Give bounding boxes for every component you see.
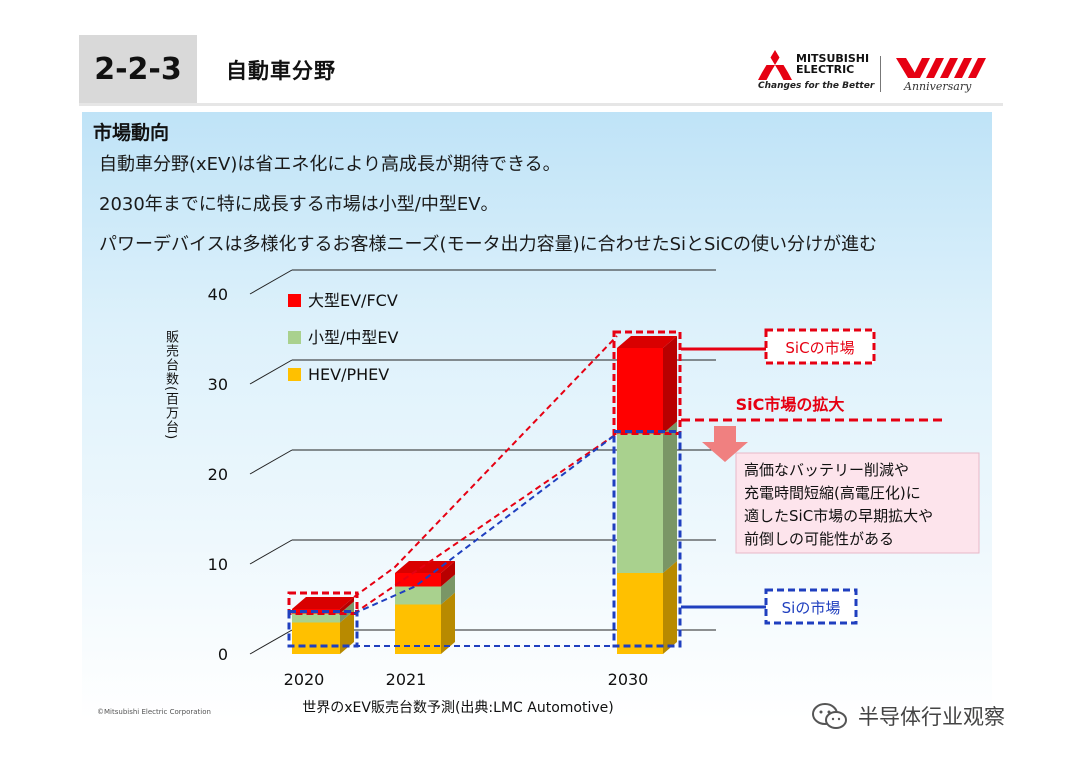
sic-dashed-box xyxy=(287,591,359,615)
anniversary-text: Anniversary xyxy=(904,80,972,93)
legend-swatch xyxy=(288,331,301,344)
y-tick-label: 40 xyxy=(208,285,228,304)
y-tick-label: 0 xyxy=(218,645,228,664)
gridline-diagonal xyxy=(249,449,293,475)
sic-trend-line-lower xyxy=(353,432,618,615)
sic-dashed-box xyxy=(612,330,682,435)
wechat-label: 半导体行业观察 xyxy=(858,705,1005,729)
sic-market-box xyxy=(764,328,876,365)
logo-tagline: Changes for the Better xyxy=(758,81,875,91)
logo-name: MITSUBISHI ELECTRIC xyxy=(796,53,869,75)
down-arrow-icon xyxy=(702,426,748,462)
bar-segment xyxy=(617,348,663,434)
bar-segment xyxy=(617,573,663,654)
x-tick-label: 2030 xyxy=(608,670,649,689)
header-divider xyxy=(79,103,1003,106)
bar-side xyxy=(663,336,677,434)
bullet-1: 自動車分野(xEV)は省エネ化により高成長が期待できる。 xyxy=(99,154,561,175)
bar-side xyxy=(441,561,455,587)
si-market-label: Siの市場 xyxy=(782,599,841,617)
wechat-watermark: 半导体行业观察 xyxy=(810,701,1005,731)
bullet-3: パワーデバイスは多様化するお客様ニーズ(モータ出力容量)に合わせたSiとSiCの… xyxy=(99,234,878,255)
bar-segment xyxy=(617,433,663,573)
legend-swatch xyxy=(288,368,301,381)
note-line: 前倒しの可能性がある xyxy=(744,530,894,548)
three-diamonds-icon xyxy=(758,50,792,80)
note-box xyxy=(735,452,980,554)
bar-segment xyxy=(395,586,441,605)
bar-side xyxy=(340,610,354,654)
mitsubishi-logo: MITSUBISHI ELECTRIC Changes for the Bett… xyxy=(758,48,988,98)
logo-name-line2: ELECTRIC xyxy=(796,63,855,76)
bar-side xyxy=(340,597,354,614)
gridline-diagonal xyxy=(249,539,293,565)
note-line: 高価なバッテリー削減や xyxy=(744,461,909,479)
si-dashed-box xyxy=(287,610,359,648)
note-line: 適したSiC市場の早期拡大や xyxy=(744,507,933,525)
bar-top xyxy=(395,561,455,573)
legend-label: HEV/PHEV xyxy=(308,365,389,384)
si-market-box xyxy=(764,588,858,625)
wechat-icon xyxy=(812,703,847,729)
section-number: 2-2-3 xyxy=(79,35,197,103)
x-tick-label: 2020 xyxy=(284,670,325,689)
gridline-diagonal xyxy=(249,269,293,295)
bar-side xyxy=(441,592,455,654)
logo-divider xyxy=(880,56,881,92)
page-title: 自動車分野 xyxy=(226,59,336,83)
legend-label: 大型EV/FCV xyxy=(308,291,398,310)
bullet-2: 2030年までに特に成長する市場は小型/中型EV。 xyxy=(99,194,499,215)
bar-side xyxy=(663,561,677,654)
copyright: ©Mitsubishi Electric Corporation xyxy=(97,708,211,716)
gridline-diagonal xyxy=(249,629,293,655)
gridline-diagonal xyxy=(249,359,293,385)
note-line: 充電時間短縮(高電圧化)に xyxy=(744,484,921,502)
x-tick-label: 2021 xyxy=(386,670,427,689)
anniversary-logo: Anniversary xyxy=(896,52,988,96)
legend-swatch xyxy=(288,294,301,307)
y-tick-label: 10 xyxy=(208,555,228,574)
bar-top xyxy=(617,336,677,348)
y-tick-label: 20 xyxy=(208,465,228,484)
sic-market-label: SiCの市場 xyxy=(785,339,854,357)
bar-side xyxy=(441,574,455,605)
bar-side xyxy=(663,421,677,573)
si-dashed-box xyxy=(612,430,682,648)
bar-top xyxy=(292,597,354,609)
logo-name-line1: MITSUBISHI xyxy=(796,52,870,65)
section-heading: 市場動向 xyxy=(93,122,170,144)
anniversary-stripes-icon xyxy=(896,58,986,78)
x-axis-caption: 世界のxEV販売台数予測(出典:LMC Automotive) xyxy=(302,700,613,716)
y-axis-title: 販売台数(百万台) xyxy=(163,330,178,441)
sic-trend-line xyxy=(353,335,618,598)
sic-expansion-label: SiC市場の拡大 xyxy=(736,395,845,414)
bar-segment xyxy=(292,613,340,623)
legend-label: 小型/中型EV xyxy=(308,328,399,347)
bar-segment xyxy=(292,622,340,654)
y-tick-label: 30 xyxy=(208,375,228,394)
si-trend-line xyxy=(353,432,618,615)
